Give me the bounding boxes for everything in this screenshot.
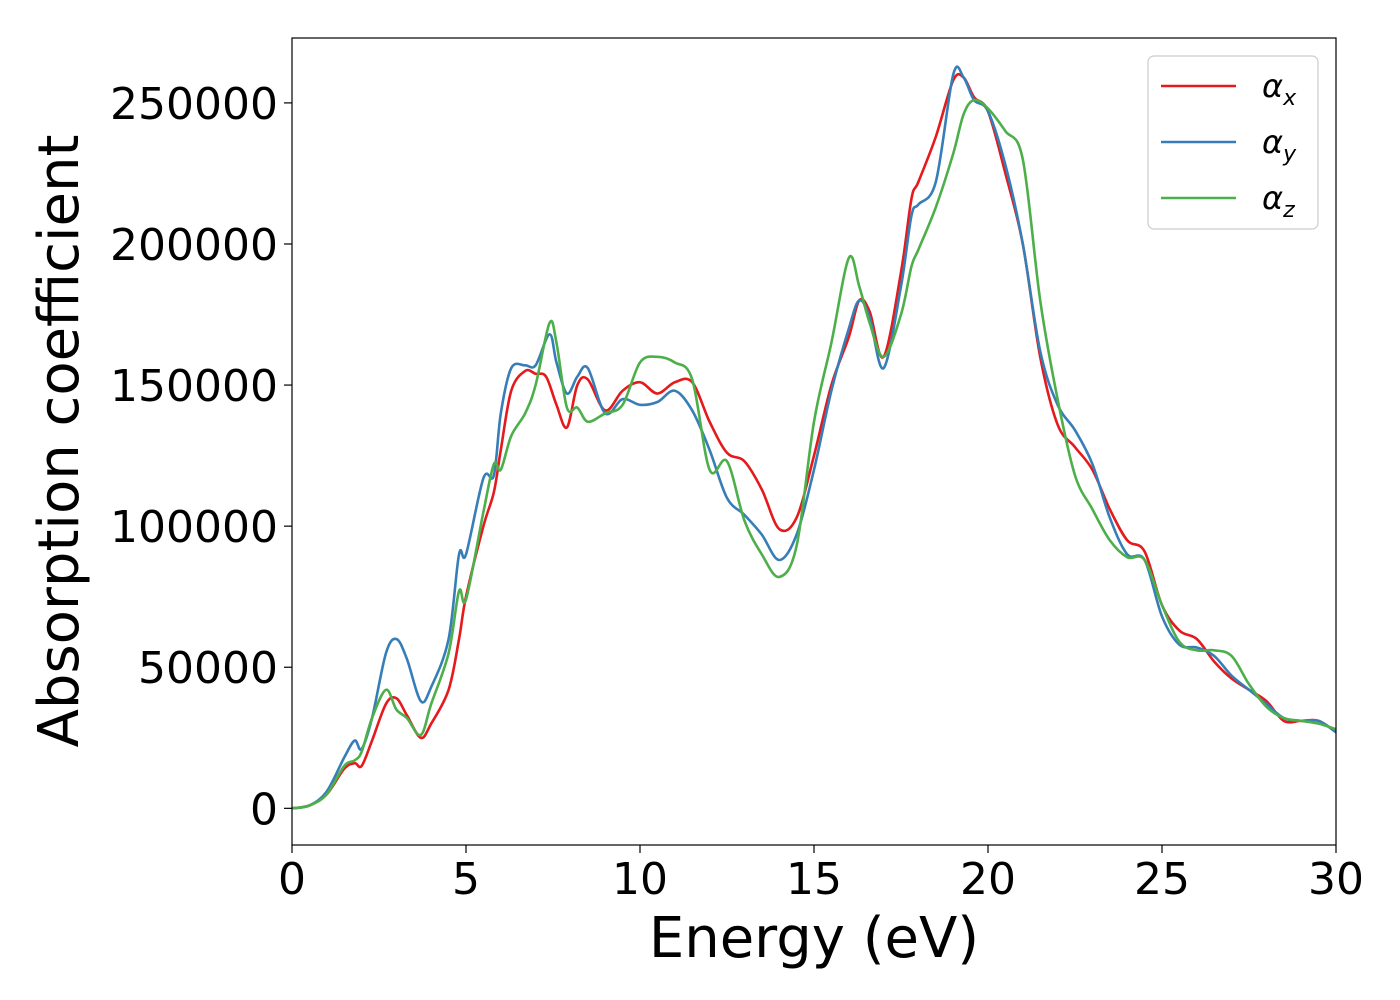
y-axis: 0 50000 100000 150000 200000 250000 <box>110 79 292 835</box>
y-axis-label: Absorption coefficient <box>27 135 92 748</box>
x-tick-label: 15 <box>786 854 842 905</box>
x-tick-label: 25 <box>1134 854 1190 905</box>
x-tick-label: 30 <box>1308 854 1364 905</box>
x-axis: 0 5 10 15 20 25 30 <box>278 845 1364 905</box>
y-tick-label: 150000 <box>110 361 278 412</box>
y-tick-label: 100000 <box>110 502 278 553</box>
y-tick-label: 50000 <box>138 643 278 694</box>
x-tick-label: 10 <box>612 854 668 905</box>
x-tick-label: 0 <box>278 854 306 905</box>
y-tick-label: 0 <box>250 784 278 835</box>
y-tick-label: 200000 <box>110 220 278 271</box>
series-line-alpha-y <box>292 65 1336 810</box>
x-axis-label: Energy (eV) <box>649 906 979 971</box>
x-tick-label: 5 <box>452 854 480 905</box>
series-line-alpha-z <box>292 98 1336 810</box>
series-line-alpha-x <box>292 72 1336 810</box>
series-layer <box>292 65 1336 810</box>
x-tick-label: 20 <box>960 854 1016 905</box>
y-tick-label: 250000 <box>110 79 278 130</box>
